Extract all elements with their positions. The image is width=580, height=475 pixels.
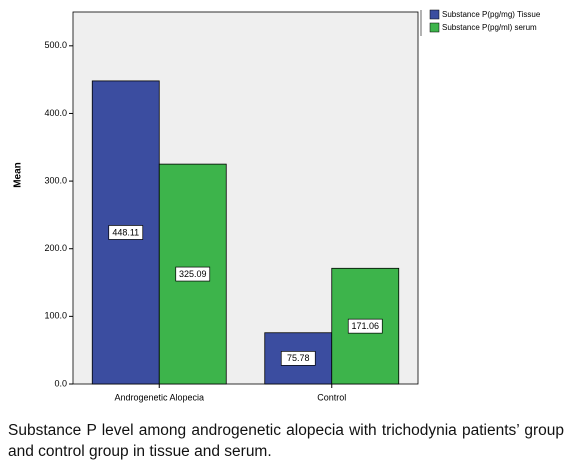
y-tick-label: 0.0 [54, 378, 67, 388]
value-label: 75.78 [287, 353, 310, 363]
chart: Mean 0.0 100.0 200.0 300.0 400.0 500.0 Androge… [13, 9, 541, 402]
legend-label: Substance P(pg/mg) Tissue [442, 10, 541, 19]
y-tick-label: 200.0 [44, 243, 67, 253]
value-label: 171.06 [351, 321, 379, 331]
legend-label: Substance P(pg/ml) serum [442, 23, 537, 32]
x-tick-label: Control [317, 392, 346, 402]
x-tick-label: Androgenetic Alopecia [114, 392, 204, 402]
y-tick-label: 500.0 [44, 40, 67, 50]
legend-swatch [429, 9, 440, 20]
value-label-box [280, 351, 316, 366]
value-label-box [347, 318, 383, 334]
legend-swatch [429, 22, 440, 33]
value-label-box [175, 266, 211, 282]
value-label-box [108, 225, 144, 240]
value-label: 448.11 [112, 227, 139, 237]
caption: Substance P level among androgenetic alo… [8, 422, 564, 460]
y-tick-label: 300.0 [44, 175, 67, 185]
y-tick-label: 400.0 [44, 108, 67, 118]
y-tick-label: 100.0 [44, 311, 67, 321]
y-axis-title: Mean [13, 162, 24, 188]
value-label: 325.09 [179, 269, 207, 279]
